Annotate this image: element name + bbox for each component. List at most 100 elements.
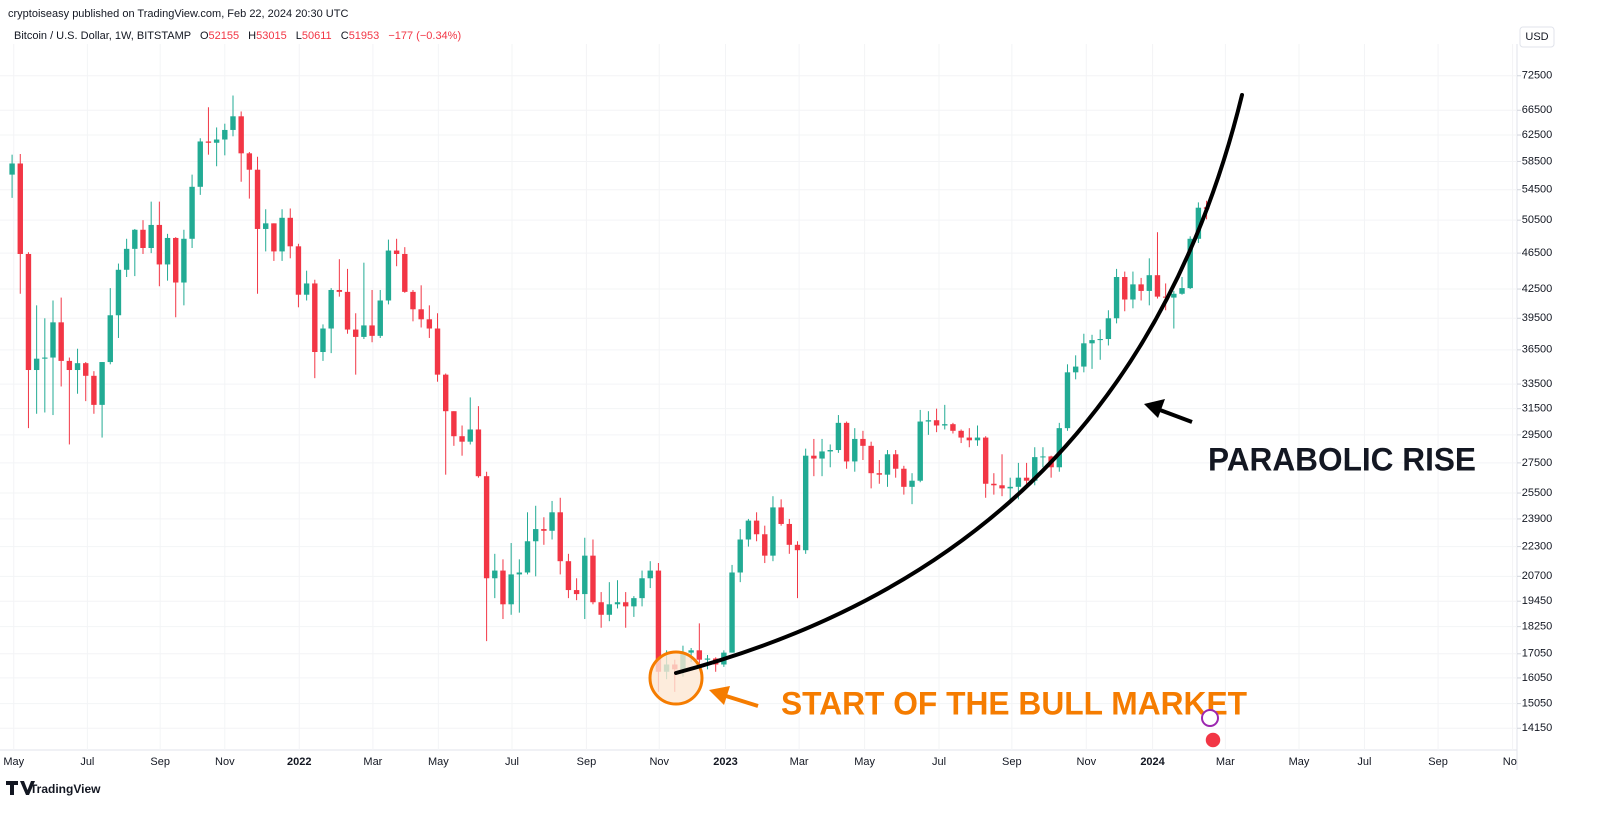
candle-body	[189, 186, 195, 239]
candle-body	[295, 246, 302, 295]
candle-body	[532, 529, 539, 542]
y-tick-label: 18250	[1522, 621, 1553, 633]
candle-body	[451, 411, 457, 437]
currency[interactable]: USD	[1525, 31, 1548, 43]
candle-body	[688, 650, 694, 653]
y-tick-label: 17050	[1522, 648, 1553, 660]
candle-body	[974, 437, 981, 441]
y-tick-label: 29500	[1522, 429, 1553, 441]
candle-body	[786, 523, 793, 545]
candle-body	[1056, 428, 1063, 468]
x-tick-label: Nov	[215, 756, 235, 768]
y-tick-label: 36500	[1522, 344, 1553, 356]
y-tick-label: 19450	[1522, 595, 1553, 607]
candle-body	[1089, 340, 1095, 344]
candle-body	[238, 116, 244, 154]
candle-body	[328, 289, 334, 329]
candle-body	[361, 325, 367, 337]
arrow-shaft	[725, 694, 759, 708]
y-tick-label: 72500	[1522, 70, 1553, 82]
candle-body	[279, 217, 285, 252]
candle-body	[852, 438, 858, 462]
candle-body	[115, 269, 122, 316]
candle-body	[868, 445, 874, 474]
candle-body	[1081, 343, 1087, 367]
legend-value: 53015	[256, 30, 287, 42]
x-tick-label: Jul	[505, 756, 519, 768]
candle-body	[91, 375, 97, 405]
candle-body	[99, 362, 105, 405]
candle-body	[631, 598, 637, 607]
candle-body	[148, 224, 154, 249]
candle-body	[74, 363, 81, 371]
candle-body	[622, 602, 629, 607]
candle-body	[58, 322, 64, 361]
candle-body	[181, 238, 187, 283]
candle-body	[312, 283, 318, 353]
candle-body	[344, 291, 351, 330]
y-tick-label: 23900	[1522, 513, 1553, 525]
candle-body	[9, 163, 15, 175]
candle-body	[573, 590, 580, 595]
legend-change: −177 (−0.34%)	[388, 30, 461, 42]
candle-body	[811, 455, 817, 459]
currency-box[interactable]	[1519, 26, 1555, 48]
candle-body	[778, 507, 784, 524]
candle-body	[107, 315, 113, 363]
brand-logo	[6, 781, 35, 795]
y-tick-label: 31500	[1522, 403, 1553, 415]
candle-body	[123, 248, 130, 270]
candle-body	[369, 325, 375, 336]
x-tick-label: May	[1289, 756, 1310, 768]
x-tick-label: May	[428, 756, 449, 768]
x-tick-label: Sep	[1428, 756, 1448, 768]
published-line: cryptoiseasy published on TradingView.co…	[8, 8, 348, 20]
highlight-circle	[648, 650, 704, 706]
candle-body	[353, 329, 359, 337]
candle-body	[17, 163, 23, 254]
candle-body	[1179, 288, 1185, 294]
x-tick-label: 2023	[713, 756, 737, 768]
candle-body	[933, 420, 940, 426]
candle-body	[434, 328, 441, 375]
candle-body	[1032, 457, 1038, 481]
x-tick-label: Sep	[1002, 756, 1022, 768]
candle-body	[475, 429, 482, 477]
candle-body	[966, 437, 973, 441]
y-tick-label: 39500	[1522, 312, 1553, 324]
candle-body	[443, 374, 449, 412]
y-tick-label: 16050	[1522, 672, 1553, 684]
candle-body	[426, 319, 433, 329]
candle-body	[230, 116, 236, 130]
y-tick-label: 62500	[1522, 129, 1553, 141]
candle-body	[1195, 207, 1202, 239]
y-tick-label: 15050	[1522, 698, 1553, 710]
candle-body	[606, 604, 613, 615]
y-tick-label: 20700	[1522, 570, 1553, 582]
candle-body	[909, 480, 915, 487]
legend-value: 50611	[302, 30, 332, 42]
x-tick-label: May	[854, 756, 875, 768]
candle-body	[524, 541, 531, 573]
candle-body	[835, 422, 842, 451]
candle-body	[925, 420, 932, 422]
candle-body	[508, 574, 514, 605]
candle-body	[1122, 277, 1128, 300]
event-icon[interactable]	[1204, 731, 1222, 749]
arrow-head	[1144, 399, 1165, 418]
event-icon[interactable]	[1201, 709, 1219, 727]
candle-body	[336, 289, 343, 292]
legend-key: C	[341, 30, 349, 42]
brand: TradingView	[30, 782, 101, 796]
candle-body	[213, 139, 220, 143]
time-axis: May Jul Sep Nov 2022 Mar May Jul Sep Nov 2023 Mar Ma…	[3, 756, 1517, 768]
candle-body	[1138, 284, 1144, 291]
candle-body	[598, 602, 604, 615]
candle-body	[83, 363, 89, 376]
candle-body	[590, 555, 596, 603]
candle-body	[884, 454, 891, 475]
x-tick-label: Mar	[790, 756, 809, 768]
candle-body	[737, 539, 743, 573]
candle-body	[696, 650, 703, 660]
